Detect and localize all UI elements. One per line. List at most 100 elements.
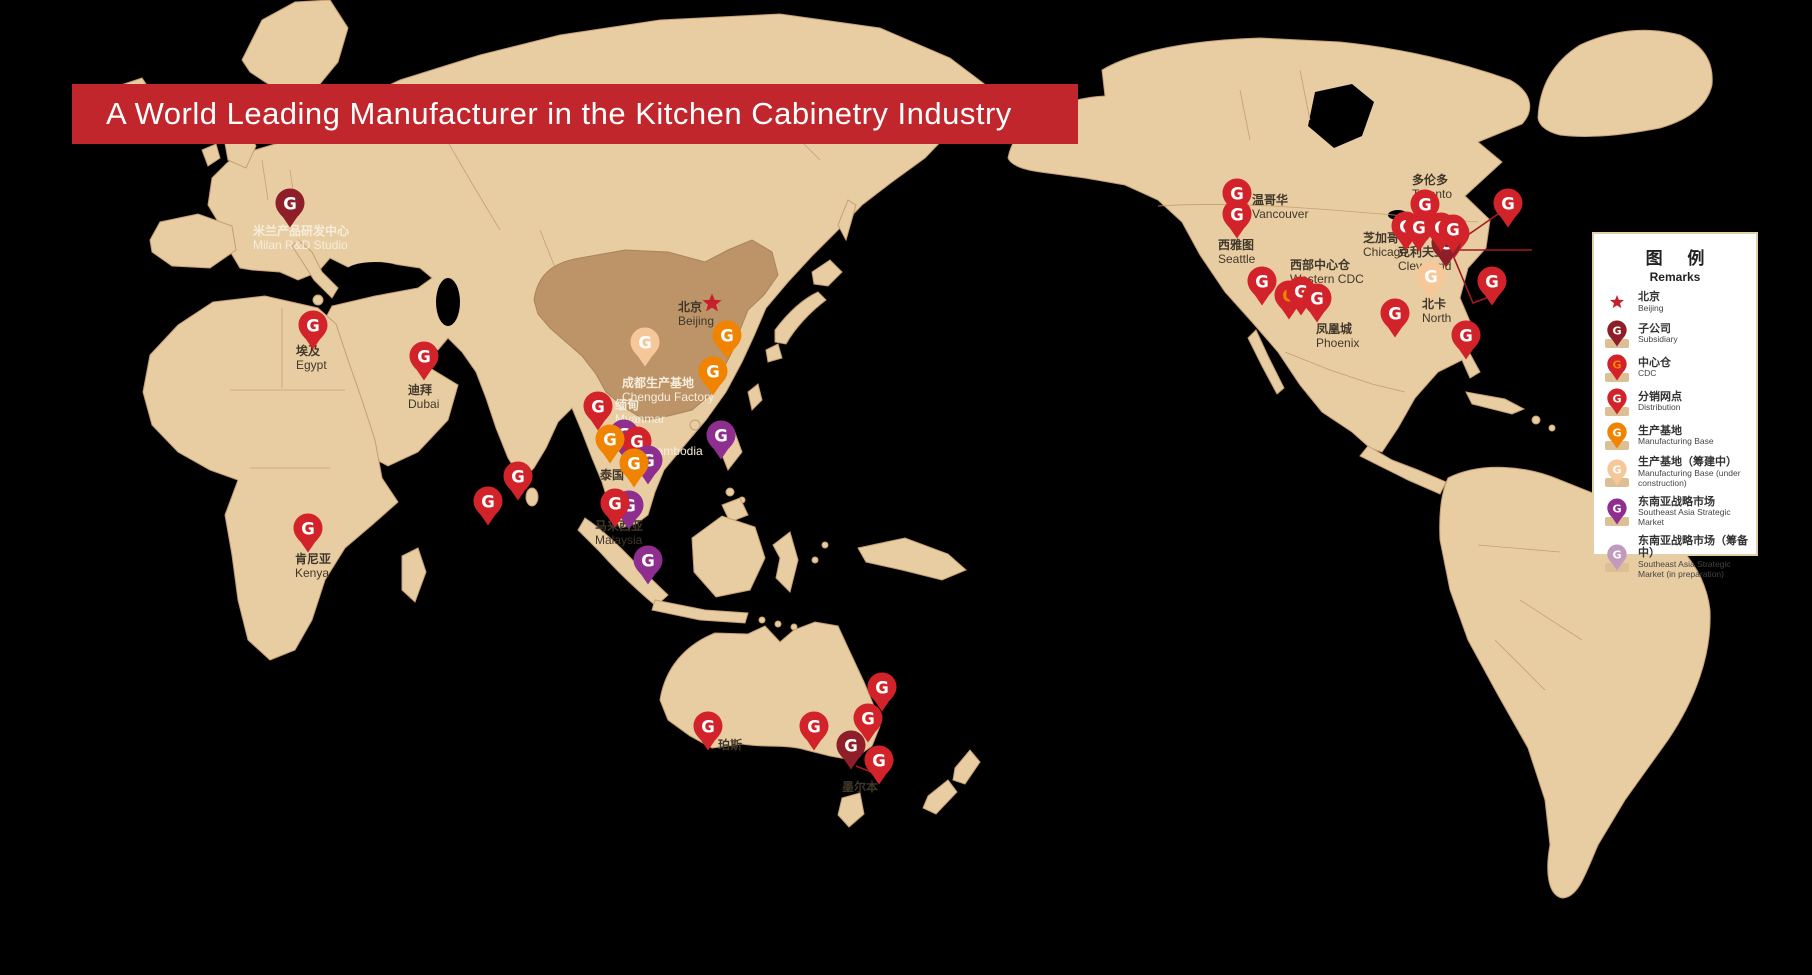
svg-text:G: G — [701, 718, 715, 737]
pin-philippines: G — [706, 420, 736, 465]
map-label-beijing: 北京 Beijing — [678, 300, 715, 329]
svg-text:G: G — [844, 737, 858, 756]
honshu — [774, 291, 827, 345]
location-pin-icon: G — [298, 310, 328, 350]
location-pin-icon: G — [867, 672, 897, 712]
legend-item-label-zh: 子公司 — [1638, 322, 1671, 335]
pin-china-east-1: G — [712, 320, 742, 365]
location-pin-icon: G — [633, 545, 663, 585]
location-pin-icon: G — [836, 730, 866, 770]
map-label-perth: 珀斯 — [718, 738, 743, 752]
svg-text:G: G — [1612, 359, 1621, 372]
sulawesi — [772, 531, 799, 593]
distribution-pin-icon: G — [1602, 388, 1632, 417]
location-pin-icon: G — [630, 327, 660, 367]
map-label-melbourne: 墨尔本 — [842, 780, 879, 794]
svg-text:G: G — [1612, 548, 1621, 561]
location-pin-icon: G — [698, 356, 728, 396]
greenland — [1537, 29, 1713, 137]
svg-text:G: G — [1255, 273, 1269, 292]
pin-phoenix-2: G — [1302, 283, 1332, 328]
cuba — [1465, 391, 1526, 415]
pin-china-east-2: G — [698, 356, 728, 401]
svg-text:G: G — [1612, 463, 1621, 476]
java — [651, 599, 749, 624]
pin-adelaide: G — [799, 711, 829, 756]
location-pin-icon: G — [712, 320, 742, 360]
beijing-star-icon — [702, 293, 722, 312]
banner-title: A World Leading Manufacturer in the Kitc… — [106, 96, 1012, 131]
legend-item-text: 子公司 Subsidiary — [1632, 323, 1678, 345]
nz-south — [922, 779, 958, 815]
svg-text:G: G — [872, 752, 886, 771]
location-pin-icon: G — [1607, 320, 1627, 347]
pin-sydney: G — [853, 703, 883, 748]
legend-item-label-zh: 生产基地（筹建中） — [1638, 456, 1737, 469]
location-pin-icon: G — [864, 745, 894, 785]
pin-malaysia-red: G — [600, 488, 630, 533]
sakhalin — [837, 199, 857, 242]
svg-text:G: G — [1412, 219, 1426, 238]
svg-text:G: G — [861, 710, 875, 729]
svg-text:G: G — [301, 520, 315, 539]
pin-melbourne: G — [836, 730, 866, 775]
svg-text:G: G — [1612, 503, 1621, 516]
location-pin-icon: G — [1222, 178, 1252, 218]
svg-text:G: G — [1310, 290, 1324, 309]
location-pin-icon: G — [1607, 388, 1627, 415]
pin-dubai: G — [409, 341, 439, 386]
borneo — [691, 515, 766, 598]
map-label-malaysia: 马来西亚 Malaysia — [595, 519, 644, 548]
pin-indonesia: G — [633, 545, 663, 590]
svg-text:G: G — [630, 433, 644, 452]
pin-maldives: G — [473, 486, 503, 531]
svg-text:G: G — [807, 718, 821, 737]
svg-text:G: G — [511, 468, 525, 487]
pin-india-south: G — [503, 461, 533, 506]
pin-brisbane: G — [867, 672, 897, 717]
legend-item-se_asia_prep: G 东南亚战略市场（筹备中） Southeast Asia Strategic Ma… — [1602, 535, 1748, 580]
pin-vancouver-2: G — [1222, 199, 1252, 244]
se_asia-pin-icon: G — [1602, 498, 1632, 527]
svg-text:G: G — [1612, 427, 1621, 440]
pin-atlantic-1: G — [1493, 188, 1523, 233]
pin-cleveland-2: G — [1438, 214, 1468, 259]
location-pin-icon: G — [1607, 459, 1627, 486]
location-pin-icon: G — [1380, 298, 1410, 338]
location-pin-icon: G — [1607, 544, 1627, 571]
location-pin-icon: G — [622, 426, 652, 466]
iberia — [149, 213, 237, 269]
svg-text:G: G — [714, 427, 728, 446]
pin-chicago-2: G — [1404, 212, 1434, 257]
legend-item-label-en: CDC — [1638, 368, 1657, 379]
map-label-north-car: 北卡 North — [1422, 297, 1452, 326]
legend-item-se_asia: G 东南亚战略市场 Southeast Asia Strategic Market — [1602, 496, 1748, 528]
svg-text:G: G — [641, 552, 655, 571]
legend-item-label-en: Distribution — [1638, 402, 1681, 413]
legend-item-label-en: Beijing — [1638, 302, 1664, 313]
svg-text:G: G — [627, 455, 641, 474]
legend-item-label-zh: 分销网点 — [1638, 390, 1682, 403]
mindanao — [721, 497, 749, 523]
location-pin-icon: G — [275, 188, 305, 228]
location-pin-icon: G — [1477, 266, 1507, 306]
svg-text:G: G — [1446, 221, 1460, 240]
africa — [142, 295, 399, 661]
legend-item-distribution: G 分销网点 Distribution — [1602, 388, 1748, 417]
location-pin-icon: G — [853, 703, 883, 743]
legend-item-label-en: Southeast Asia Strategic Market — [1638, 507, 1731, 527]
legend-item-text: 东南亚战略市场 Southeast Asia Strategic Market — [1632, 496, 1748, 528]
legend-item-subsidiary: G 子公司 Subsidiary — [1602, 320, 1748, 349]
svg-text:G: G — [706, 363, 720, 382]
pin-perth: G — [693, 711, 723, 756]
location-pin-icon: G — [706, 420, 736, 460]
manufacturing-pin-icon: G — [1602, 422, 1632, 451]
pin-atlantic-2: G — [1477, 266, 1507, 311]
pin-southeast-us: G — [1451, 320, 1481, 365]
beijing-star-icon — [1610, 295, 1624, 309]
location-pin-icon: G — [595, 424, 625, 464]
location-pin-icon: G — [1493, 188, 1523, 228]
legend-items: 北京 Beijing G 子公司 Subsidiary G 中心仓 CDC G 分销网点 Distr… — [1602, 291, 1748, 580]
